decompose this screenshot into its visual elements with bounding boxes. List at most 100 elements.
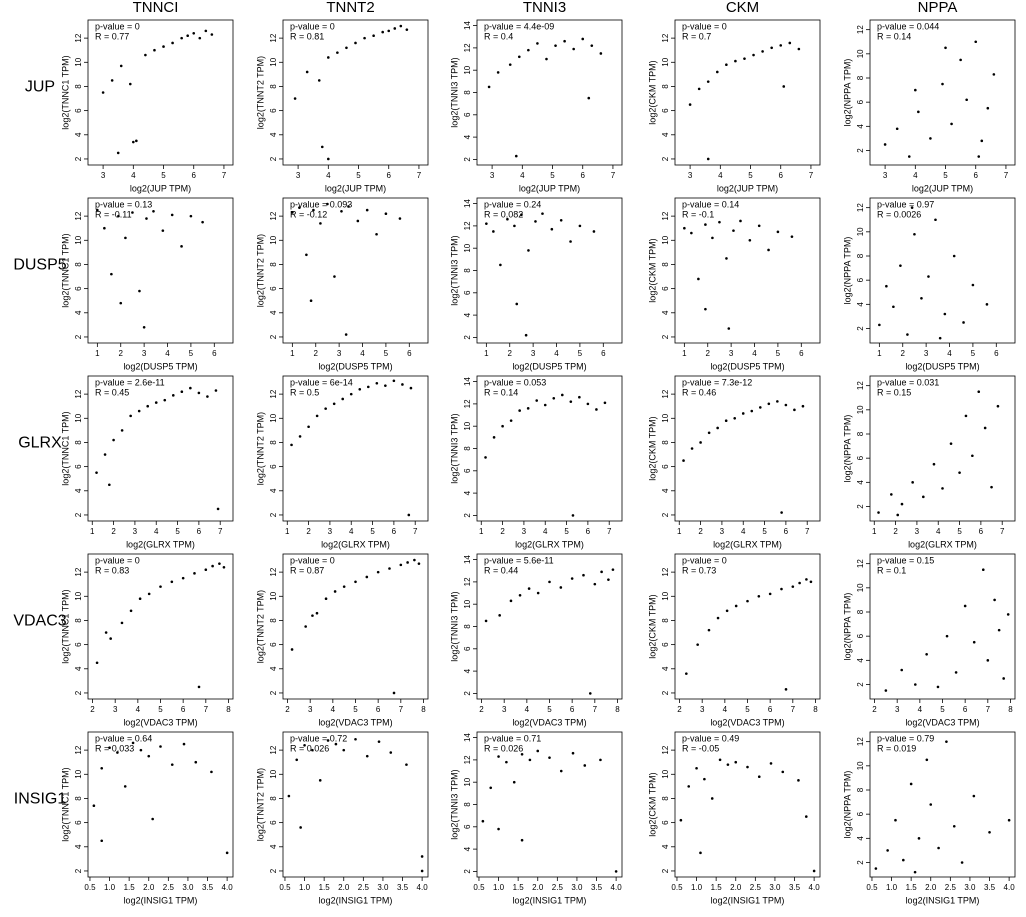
point xyxy=(152,209,155,213)
point xyxy=(739,219,742,223)
x-tick-label: 8 xyxy=(226,705,231,714)
point xyxy=(527,249,530,252)
y-tick-label: 10 xyxy=(74,591,83,600)
point xyxy=(767,402,771,406)
x-axis-label: log2(GLRX TPM) xyxy=(126,539,195,549)
stat-annotation: p-value = 0.044 xyxy=(877,21,939,31)
x-tick-label: 5 xyxy=(384,349,389,358)
point xyxy=(327,157,330,161)
point xyxy=(413,558,416,562)
stat-annotation: p-value = 6e-14 xyxy=(290,377,353,387)
x-tick-label: 5 xyxy=(353,705,358,714)
point xyxy=(192,31,196,35)
y-tick-label: 2 xyxy=(661,334,670,339)
x-tick-label: 1 xyxy=(285,527,290,536)
y-tick-label: 12 xyxy=(856,559,865,568)
point xyxy=(965,98,968,102)
y-tick-label: 6 xyxy=(269,108,278,113)
plot-frame xyxy=(476,375,623,522)
point xyxy=(534,220,537,223)
y-tick-label: 8 xyxy=(269,618,278,623)
x-tick-label: 4.0 xyxy=(809,883,821,892)
point xyxy=(216,507,220,511)
point xyxy=(345,46,348,50)
y-tick-label: 12 xyxy=(661,745,670,754)
stat-annotation: p-value = 5.6e-11 xyxy=(484,555,554,565)
point xyxy=(311,748,314,752)
x-tick-label: 3 xyxy=(729,349,734,358)
x-tick-label: 6 xyxy=(601,349,606,358)
point xyxy=(211,564,214,568)
point xyxy=(971,454,974,458)
stat-annotation: R = -0.1 xyxy=(682,209,714,219)
x-axis-label: log2(JUP TPM) xyxy=(912,183,973,193)
point xyxy=(707,431,711,435)
x-tick-label: 0.5 xyxy=(866,883,878,892)
y-tick-label: 4 xyxy=(661,132,670,137)
stat-annotation: R = 0.019 xyxy=(877,743,916,753)
y-tick-label: 2 xyxy=(74,156,83,161)
y-tick-label: 12 xyxy=(463,399,472,408)
x-tick-label: 1.5 xyxy=(711,883,723,892)
x-tick-label: 6 xyxy=(979,527,984,536)
stat-annotation: p-value = 0.24 xyxy=(484,199,541,209)
y-tick-label: 6 xyxy=(661,286,670,291)
point xyxy=(526,407,530,410)
plot-frame xyxy=(282,375,429,522)
stat-annotation: R = 0.14 xyxy=(484,387,518,397)
point xyxy=(324,597,328,601)
x-axis-label: log2(JUP TPM) xyxy=(519,183,580,193)
stat-annotation: p-value = 0.79 xyxy=(877,733,934,743)
x-axis-label: log2(DUSP5 TPM) xyxy=(512,361,586,371)
x-tick-label: 2.0 xyxy=(925,883,937,892)
point xyxy=(932,462,936,466)
point xyxy=(356,219,360,223)
y-axis-label: log2(NPPA TPM) xyxy=(842,593,852,661)
point xyxy=(592,230,596,233)
point xyxy=(781,770,785,774)
point xyxy=(945,740,948,743)
point xyxy=(958,471,961,474)
plot-frame xyxy=(869,731,1016,878)
y-axis-label: log2(CKM TPM) xyxy=(647,594,657,658)
y-tick-label: 10 xyxy=(463,599,472,608)
y-tick-label: 2 xyxy=(463,335,472,340)
point xyxy=(688,103,692,106)
x-tick-label: 2 xyxy=(500,527,505,536)
y-tick-label: 12 xyxy=(269,33,278,42)
x-tick-label: 3 xyxy=(337,349,342,358)
plot-frame xyxy=(869,553,1016,700)
point xyxy=(582,573,585,577)
x-axis-label: log2(INSIG1 TPM) xyxy=(513,895,587,905)
point xyxy=(481,819,485,823)
point xyxy=(336,51,339,54)
x-tick-label: 6 xyxy=(197,527,202,536)
point xyxy=(997,628,1001,632)
x-tick-label: 8 xyxy=(421,705,426,714)
point xyxy=(902,858,905,862)
x-tick-label: 5 xyxy=(971,349,976,358)
point xyxy=(182,742,186,746)
point xyxy=(290,443,293,447)
x-axis-label: log2(VDAC3 TPM) xyxy=(512,717,586,727)
y-tick-label: 8 xyxy=(856,75,865,80)
stat-annotation: R = 0.87 xyxy=(290,565,324,575)
point xyxy=(941,82,944,86)
x-tick-label: 2 xyxy=(285,705,290,714)
y-tick-label: 12 xyxy=(74,389,83,398)
y-tick-label: 10 xyxy=(463,243,472,252)
point xyxy=(399,24,403,28)
y-tick-label: 2 xyxy=(463,691,472,696)
plot-frame xyxy=(476,197,623,344)
y-tick-label: 10 xyxy=(661,235,670,244)
y-tick-label: 2 xyxy=(74,868,83,873)
x-tick-label: 5 xyxy=(189,349,194,358)
point xyxy=(885,284,888,288)
stat-annotation: p-value = 0.14 xyxy=(682,199,739,209)
point xyxy=(706,157,710,161)
point xyxy=(571,514,575,517)
y-tick-label: 6 xyxy=(269,820,278,825)
x-tick-label: 1.5 xyxy=(124,883,136,892)
point xyxy=(734,760,738,764)
point xyxy=(406,561,409,564)
